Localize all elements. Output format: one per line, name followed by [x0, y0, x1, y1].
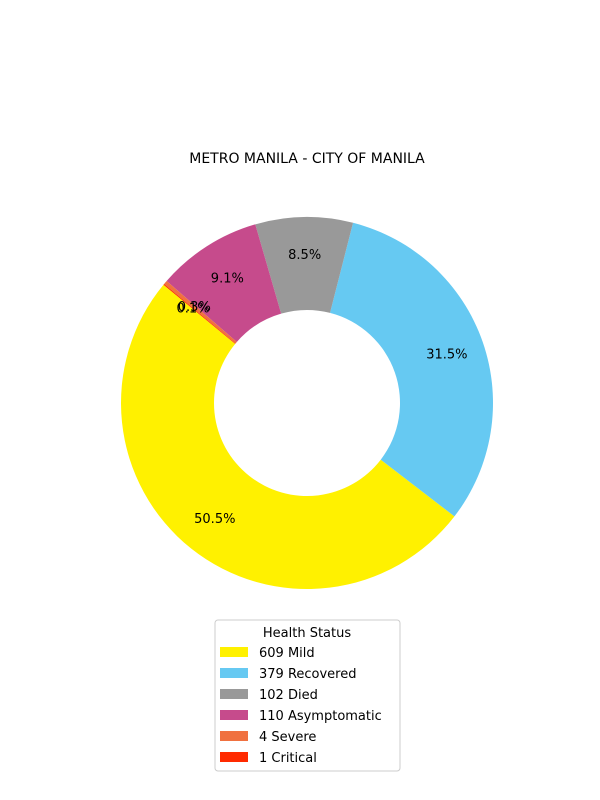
donut-slices	[120, 216, 493, 590]
legend-entry: 379 Recovered	[259, 667, 357, 682]
legend-entry: 609 Mild	[259, 646, 315, 661]
pct-label-severe: 0.3%	[178, 300, 211, 315]
legend: Health Status 609 Mild 379 Recovered 102 D…	[214, 619, 401, 772]
legend-entry: 4 Severe	[259, 730, 316, 745]
legend-swatch	[220, 752, 248, 762]
legend-frame	[214, 619, 401, 772]
slice-asymptomatic	[166, 224, 282, 342]
legend-swatch	[220, 689, 248, 699]
chart-title: METRO MANILA - CITY OF MANILA	[189, 151, 425, 167]
pct-label-recovered: 31.5%	[426, 348, 467, 363]
pct-label-asymptomatic: 9.1%	[211, 271, 244, 286]
slice-mild	[120, 284, 455, 590]
slice-critical	[163, 283, 236, 344]
percentage-labels: 50.5% 31.5% 8.5% 9.1%0.3%0.1%	[177, 248, 468, 527]
legend-swatch	[220, 647, 248, 657]
legend-swatch	[220, 710, 248, 720]
legend-entry: 1 Critical	[259, 751, 317, 766]
slice-severe	[164, 280, 237, 344]
pct-label-critical: 0.1%	[177, 302, 210, 317]
legend-entry: 102 Died	[259, 688, 318, 703]
pct-label-mild: 50.5%	[194, 512, 235, 527]
pct-label-died: 8.5%	[288, 248, 321, 263]
legend-swatch	[220, 731, 248, 741]
legend-title: Health Status	[263, 626, 351, 641]
legend-entry: 110 Asymptomatic	[259, 709, 382, 724]
slice-died	[255, 216, 354, 314]
slice-recovered	[330, 222, 493, 517]
legend-swatch	[220, 668, 248, 678]
